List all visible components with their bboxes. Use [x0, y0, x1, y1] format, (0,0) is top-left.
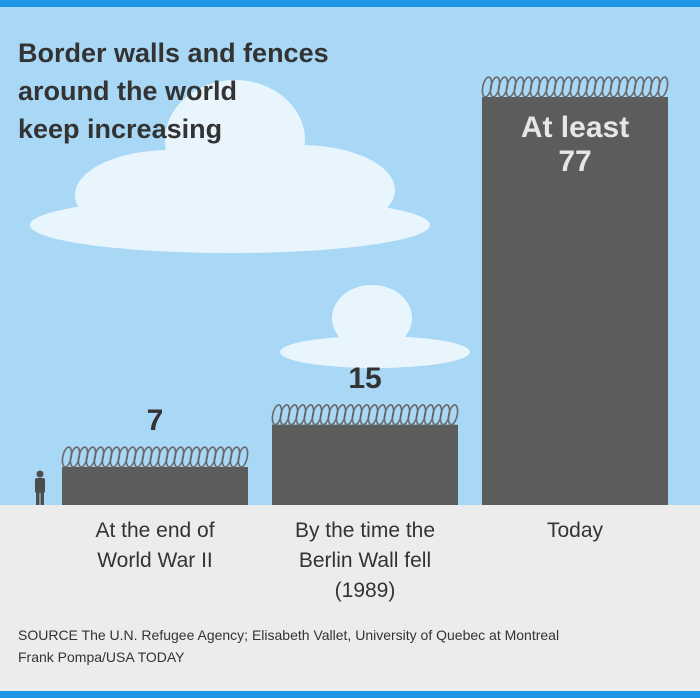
- chart-title: Border walls and fences around the world…: [18, 34, 398, 148]
- data-label-line: 15: [348, 361, 382, 395]
- ground: [0, 505, 700, 691]
- category-line: Today: [546, 519, 604, 542]
- footer: SOURCE The U.N. Refugee Agency; Elisabet…: [18, 624, 688, 668]
- bars: [61, 76, 669, 505]
- razor-wire-today: [481, 76, 669, 98]
- title-line: keep increasing: [18, 114, 223, 144]
- category-label-ww2: At the end of World War II: [52, 516, 258, 576]
- category-label-berlin: By the time the Berlin Wall fell (1989): [262, 516, 468, 606]
- razor-wire-berlin: [271, 404, 459, 426]
- source-note: SOURCE The U.N. Refugee Agency; Elisabet…: [18, 627, 560, 643]
- category-label-today: Today: [472, 516, 678, 546]
- razor-wire-ww2: [61, 446, 249, 468]
- category-line: World War II: [97, 549, 213, 572]
- data-label-ww2: 7: [62, 404, 248, 438]
- bottom-bar: [0, 691, 700, 698]
- credit-note: Frank Pompa/USA TODAY: [18, 649, 185, 665]
- category-line: Berlin Wall fell: [298, 549, 432, 572]
- title-line: around the world: [18, 76, 237, 106]
- data-label-berlin: 15: [272, 362, 458, 396]
- bar-berlin: [272, 424, 458, 505]
- category-line: At the end of: [95, 519, 215, 542]
- title-line: Border walls and fences: [18, 38, 329, 68]
- category-line: By the time the: [294, 519, 436, 542]
- bar-today: [482, 97, 668, 505]
- person-silhouette: [35, 470, 45, 505]
- data-label-line: 77: [558, 145, 592, 178]
- data-label-line: 7: [146, 404, 164, 437]
- top-bar: [0, 0, 700, 7]
- data-label-today: At least 77: [482, 111, 668, 179]
- category-line: (1989): [334, 579, 396, 602]
- clouds: [30, 80, 470, 368]
- bar-ww2: [62, 467, 248, 505]
- data-label-line: At least: [520, 111, 630, 144]
